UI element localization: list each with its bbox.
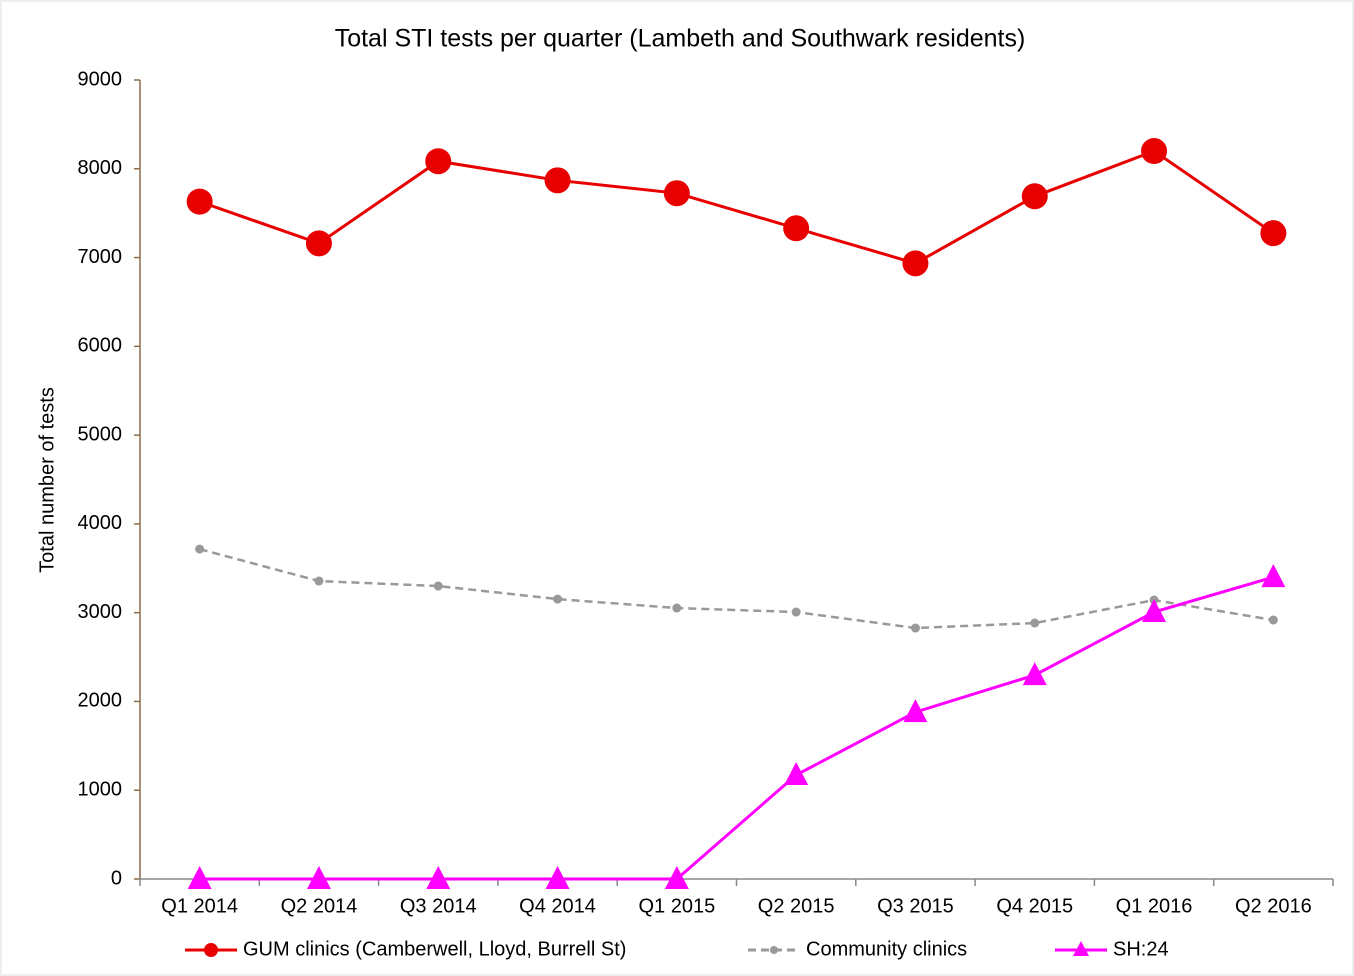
x-tick-label: Q4 2014 bbox=[519, 895, 596, 917]
marker bbox=[305, 230, 332, 257]
y-tick-label: 4000 bbox=[78, 512, 123, 534]
marker bbox=[433, 581, 443, 591]
x-tick-label: Q4 2015 bbox=[996, 895, 1073, 917]
series-line bbox=[199, 575, 1274, 881]
marker bbox=[664, 866, 689, 889]
y-tick-label: 9000 bbox=[78, 68, 123, 90]
x-tick-label: Q3 2014 bbox=[400, 895, 477, 917]
marker bbox=[1261, 564, 1286, 588]
marker bbox=[1030, 618, 1040, 628]
x-tick-label: Q1 2015 bbox=[638, 895, 715, 917]
marker bbox=[902, 250, 929, 277]
marker bbox=[545, 866, 570, 889]
y-tick-label: 2000 bbox=[78, 690, 123, 712]
x-tick-label: Q1 2016 bbox=[1116, 895, 1193, 917]
marker bbox=[544, 167, 571, 194]
y-tick-label: 0 bbox=[111, 867, 122, 889]
legend-label: Community clinics bbox=[806, 938, 967, 960]
y-axis-label: Total number of tests bbox=[36, 387, 58, 573]
series-line bbox=[199, 149, 1275, 265]
legend-marker bbox=[770, 946, 778, 954]
marker bbox=[553, 594, 563, 604]
marker bbox=[910, 623, 920, 633]
chart-title: Total STI tests per quarter (Lambeth and… bbox=[335, 25, 1026, 53]
x-tick-label: Q2 2014 bbox=[281, 895, 358, 917]
legend-marker bbox=[1073, 941, 1089, 956]
series-line bbox=[199, 547, 1274, 630]
marker bbox=[425, 148, 452, 175]
x-tick-label: Q2 2016 bbox=[1235, 895, 1312, 917]
marker bbox=[195, 544, 205, 554]
marker bbox=[784, 762, 809, 786]
marker bbox=[783, 215, 810, 242]
marker bbox=[306, 866, 331, 889]
marker bbox=[426, 866, 451, 889]
legend-marker bbox=[204, 943, 218, 957]
y-tick-label: 5000 bbox=[78, 423, 123, 445]
x-tick-label: Q1 2014 bbox=[161, 895, 238, 917]
marker bbox=[1022, 662, 1047, 686]
marker bbox=[1142, 599, 1167, 623]
x-tick-label: Q3 2015 bbox=[877, 895, 954, 917]
marker bbox=[1268, 615, 1278, 625]
x-tick-label: Q2 2015 bbox=[758, 895, 835, 917]
marker bbox=[672, 603, 682, 613]
y-tick-label: 1000 bbox=[78, 779, 123, 801]
marker bbox=[186, 188, 213, 215]
legend-label: SH:24 bbox=[1113, 938, 1169, 960]
y-tick-label: 8000 bbox=[78, 157, 123, 179]
legend-label: GUM clinics (Camberwell, Lloyd, Burrell … bbox=[243, 938, 626, 960]
y-tick-label: 3000 bbox=[78, 601, 123, 623]
marker bbox=[314, 576, 324, 586]
y-tick-label: 7000 bbox=[78, 246, 123, 268]
marker bbox=[1141, 138, 1168, 165]
marker bbox=[903, 699, 928, 723]
marker bbox=[791, 607, 801, 617]
marker bbox=[187, 866, 212, 889]
marker bbox=[663, 180, 690, 207]
y-tick-label: 6000 bbox=[78, 335, 123, 357]
marker bbox=[1021, 183, 1048, 210]
marker bbox=[1260, 220, 1287, 247]
